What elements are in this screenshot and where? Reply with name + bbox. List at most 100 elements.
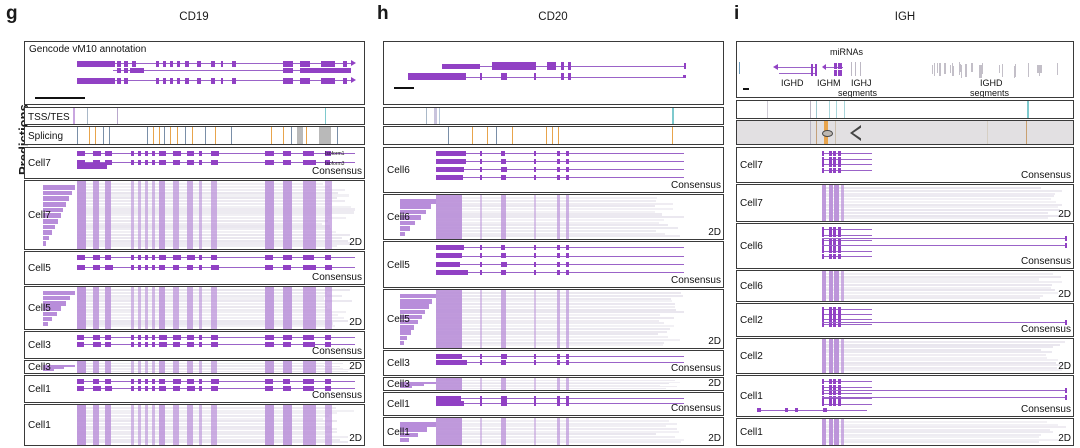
consensus-label: Consensus: [311, 346, 362, 357]
cell-label: Cell3: [387, 379, 410, 390]
panel-i: i IGH miRNAs IGHD IGHM IGHJ segments IGH…: [730, 0, 1080, 448]
twod-label: 2D: [349, 317, 362, 328]
consensus-track-i-Cell6: Cell6 Consensus: [736, 223, 1074, 269]
ighd-label: IGHD: [781, 78, 804, 88]
consensus-label: Consensus: [311, 390, 362, 401]
cell-label: Cell7: [740, 198, 763, 209]
cell-label: Cell7: [28, 158, 51, 169]
scale-bar-h: [394, 87, 414, 89]
cell-label: Cell1: [28, 420, 51, 431]
twod-label: 2D: [1058, 209, 1071, 220]
twod-track-h-cell5: Cell5 2D: [383, 289, 724, 349]
cell-label: Cell3: [387, 358, 410, 369]
mirnas-label: miRNAs: [830, 47, 863, 57]
gencode-annotation-box-g: Gencode vM10 annotation: [24, 41, 365, 105]
ighj-segments-label: segments: [838, 88, 878, 98]
twod-label: 2D: [1058, 433, 1071, 444]
cell-label: Cell5: [387, 314, 410, 325]
splicing-track-i: [736, 120, 1074, 145]
twod-label: 2D: [708, 433, 721, 444]
consensus-label: Consensus: [1020, 404, 1071, 415]
panel-h-title: CD20: [538, 11, 568, 23]
twod-track-g-cell7: Cell7 2D: [24, 180, 365, 250]
twod-label: 2D: [349, 433, 362, 444]
consensus-track-h-cell5: Cell5 Consensus: [383, 241, 724, 288]
ighd-segments-label-2: IGHD: [980, 78, 1003, 88]
scale-bar-g: [35, 97, 85, 99]
cell-label: Cell6: [740, 241, 763, 252]
consensus-track-i-Cell2: Cell2 Consensus: [736, 303, 1074, 337]
panel-g: g CD19 Gencode vM10 annotation TSS/TES S…: [0, 0, 370, 448]
consensus-track-i-Cell7: Cell7 Consensus: [736, 147, 1074, 183]
consensus-label: Consensus: [670, 363, 721, 374]
consensus-label: Consensus: [311, 272, 362, 283]
twod-track-i-cell6: Cell6 2D: [736, 270, 1074, 302]
consensus-label: Consensus: [1020, 324, 1071, 335]
twod-label: 2D: [708, 378, 721, 389]
cell-label: Cell5: [28, 303, 51, 314]
ighd-segments-word-2: segments: [970, 88, 1010, 98]
consensus-track-g-cell7: Cell7 Consensus Isoform1 Isoform3: [24, 147, 365, 179]
consensus-track-h-cell1: Cell1 Consensus: [383, 392, 724, 416]
panel-g-letter: g: [6, 3, 18, 24]
cell-label: Cell1: [387, 399, 410, 410]
tss-tes-track-i: [736, 100, 1074, 119]
twod-track-h-cell3: Cell3 2D: [383, 377, 724, 391]
isoform1-label: Isoform1: [325, 151, 345, 157]
twod-label: 2D: [349, 237, 362, 248]
panel-i-letter: i: [734, 3, 739, 24]
tss-tes-track-g: TSS/TES: [24, 107, 365, 125]
twod-track-g-cell5: Cell5 2D: [24, 286, 365, 330]
cell-label: Cell3: [28, 340, 51, 351]
cell-label: Cell6: [387, 165, 410, 176]
consensus-track-h-cell3: Cell3 Consensus: [383, 350, 724, 376]
twod-label: 2D: [349, 361, 362, 372]
cell-label: Cell7: [28, 210, 51, 221]
cell-label: Cell2: [740, 315, 763, 326]
tss-tes-track-h: [383, 107, 724, 125]
consensus-label: Consensus: [311, 166, 362, 177]
tss-tes-label: TSS/TES: [28, 112, 70, 123]
gencode-annotation-box-h: [383, 41, 724, 105]
isoform3-label: Isoform3: [325, 161, 345, 167]
twod-track-h-cell1: Cell1 2D: [383, 417, 724, 446]
consensus-label: Consensus: [1020, 256, 1071, 267]
cell-label: Cell1: [740, 427, 763, 438]
ighj-label: IGHJ: [851, 78, 872, 88]
splicing-track-h: [383, 126, 724, 145]
consensus-track-g-cell1: Cell1 Consensus: [24, 375, 365, 403]
twod-track-g-cell3: Cell3 2D: [24, 360, 365, 374]
cell-label: Cell2: [740, 351, 763, 362]
cell-label: Cell1: [28, 384, 51, 395]
panel-h: h CD20 Cell6 Consensus Cell6 2D Cell5 Consens…: [372, 0, 728, 448]
cell-label: Cell3: [28, 362, 51, 373]
twod-label: 2D: [708, 227, 721, 238]
cell-label: Cell6: [387, 212, 410, 223]
twod-label: 2D: [1058, 361, 1071, 372]
consensus-track-i-Cell1: Cell1 Consensus: [736, 375, 1074, 417]
splicing-track-g: Splicing: [24, 126, 365, 145]
consensus-label: Consensus: [670, 275, 721, 286]
twod-track-i-cell2: Cell2 2D: [736, 338, 1074, 374]
panel-h-letter: h: [377, 3, 389, 24]
twod-track-i-cell7: Cell7 2D: [736, 184, 1074, 222]
panel-i-title: IGH: [894, 11, 916, 23]
gencode-annotation-box-i: miRNAs IGHD IGHM IGHJ segments IGHD segm…: [736, 41, 1074, 98]
consensus-track-g-cell5: Cell5 Consensus: [24, 251, 365, 285]
ighm-label: IGHM: [817, 78, 841, 88]
twod-label: 2D: [1058, 289, 1071, 300]
twod-track-g-cell1: Cell1 2D: [24, 404, 365, 446]
gencode-annotation-label: Gencode vM10 annotation: [29, 44, 147, 55]
cell-label: Cell7: [740, 160, 763, 171]
panel-g-title: CD19: [179, 11, 209, 23]
cell-label: Cell1: [387, 427, 410, 438]
scale-bar-i: [743, 88, 749, 90]
twod-track-h-cell6: Cell6 2D: [383, 194, 724, 240]
cell-label: Cell1: [740, 391, 763, 402]
consensus-track-g-cell3: Cell3 Consensus: [24, 331, 365, 359]
cell-label: Cell5: [28, 263, 51, 274]
cell-label: Cell6: [740, 281, 763, 292]
twod-label: 2D: [708, 336, 721, 347]
cell-label: Cell5: [387, 260, 410, 271]
consensus-label: Consensus: [1020, 170, 1071, 181]
